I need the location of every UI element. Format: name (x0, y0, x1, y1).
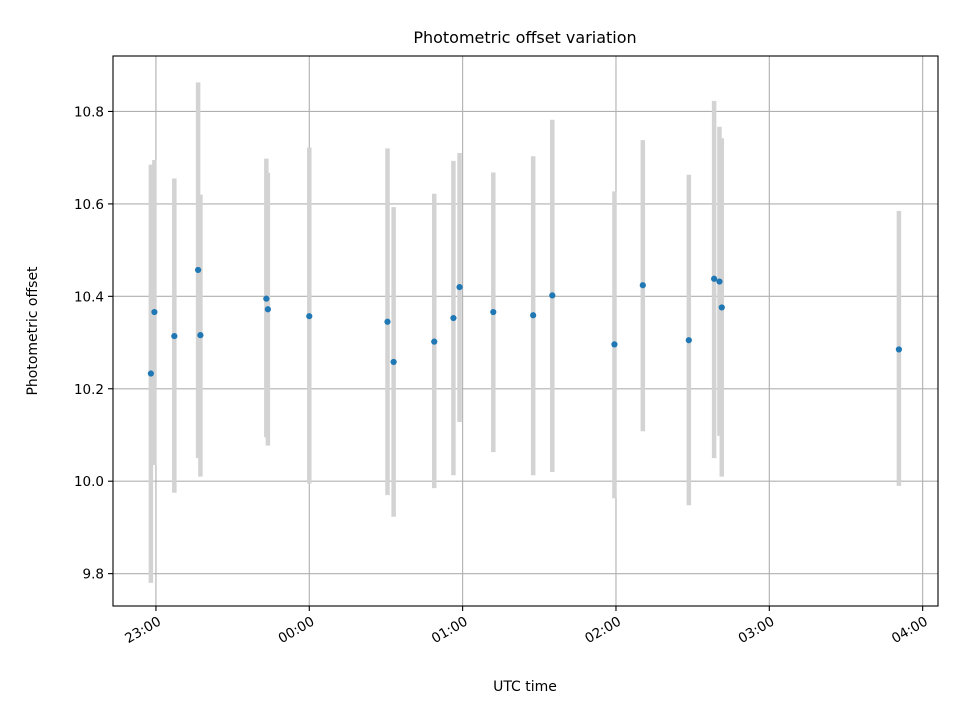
data-point (431, 338, 438, 345)
y-tick-label: 9.8 (83, 567, 104, 583)
y-tick-label: 10.0 (74, 474, 104, 490)
data-point (611, 341, 618, 348)
data-point (895, 346, 902, 353)
data-point (549, 292, 556, 299)
y-axis-ticks: 9.8 10.0 10.2 10.4 10.6 10.8 (74, 104, 113, 583)
plot-frame (112, 55, 939, 607)
data-point (456, 283, 463, 291)
y-tick-label: 10.2 (74, 382, 104, 398)
y-tick-label: 10.4 (74, 289, 104, 305)
data-point (716, 278, 723, 285)
y-tick-label: 10.8 (74, 104, 104, 120)
data-point (195, 266, 202, 274)
data-point (685, 337, 692, 344)
data-point (711, 275, 718, 282)
data-points (147, 266, 902, 377)
data-point (151, 308, 158, 316)
data-point (384, 318, 391, 325)
data-point (390, 358, 397, 366)
data-point (530, 312, 537, 319)
data-point (718, 304, 725, 311)
data-point (171, 332, 178, 340)
data-point (197, 332, 204, 339)
y-tick-label: 10.6 (74, 197, 104, 213)
chart-title: Photometric offset variation (413, 28, 636, 47)
data-point (450, 314, 457, 322)
data-point (306, 313, 313, 320)
data-point (147, 370, 154, 377)
data-point (639, 282, 646, 289)
x-axis-label: UTC time (493, 679, 557, 695)
data-point (264, 306, 271, 313)
plot-area (113, 56, 938, 606)
data-point (490, 308, 497, 316)
y-axis-label: Photometric offset (25, 266, 41, 396)
data-point (263, 295, 270, 302)
